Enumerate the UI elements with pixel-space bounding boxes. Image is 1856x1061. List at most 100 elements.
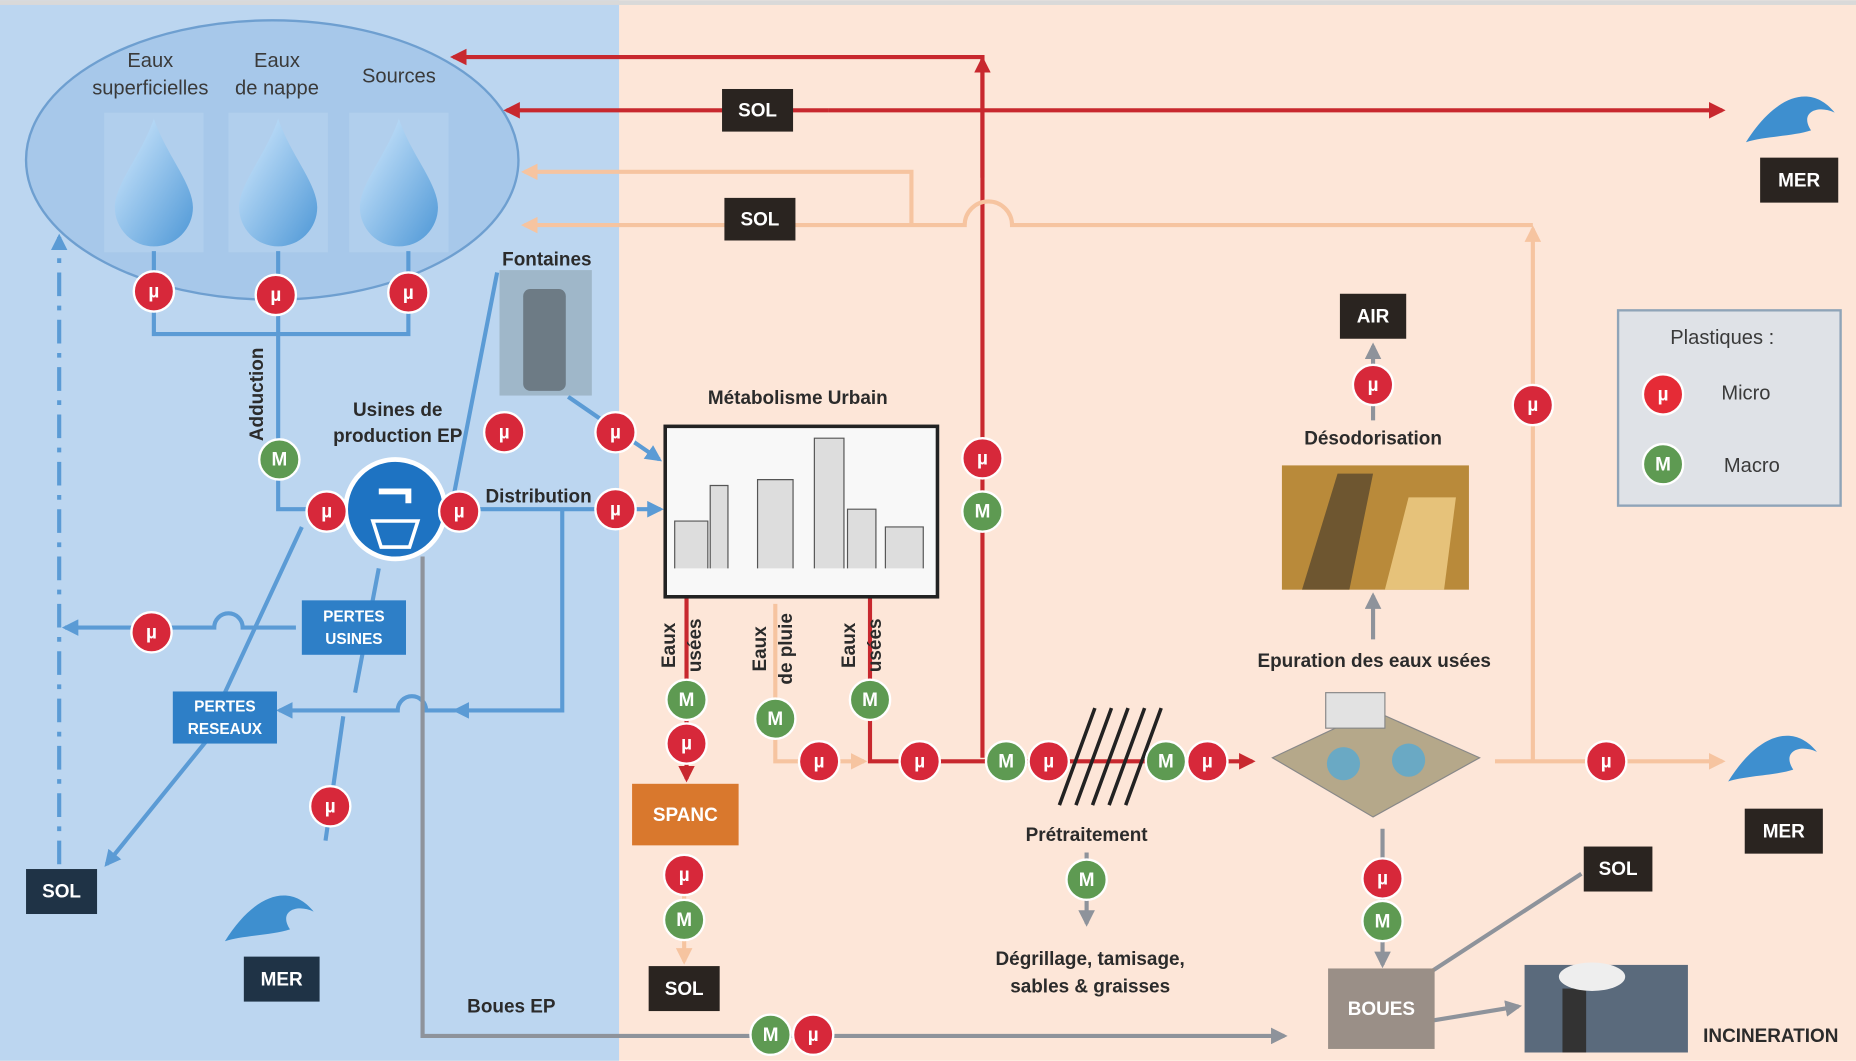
pretreatment-grid <box>1057 707 1163 806</box>
flow-blue <box>276 694 456 719</box>
micro-symbol: µ <box>681 734 692 755</box>
macro-badge <box>1065 858 1108 901</box>
micro-badge <box>1511 383 1555 427</box>
flow-b: Métabolisme Urbain <box>708 388 888 409</box>
micro-badge <box>387 271 430 314</box>
box <box>648 966 720 1012</box>
path <box>1302 473 1374 590</box>
micro-symbol: µ <box>977 448 988 469</box>
drops <box>104 112 449 253</box>
path <box>378 488 412 504</box>
illustrations <box>224 96 1835 1053</box>
flow-box: M <box>1655 454 1671 475</box>
micro-symbol: µ <box>679 865 690 886</box>
macro-badge <box>665 678 708 722</box>
micro-symbol: µ <box>808 1025 819 1046</box>
flow-peach <box>521 163 914 226</box>
macro-symbol: M <box>1158 752 1174 773</box>
micro-badge <box>797 740 841 783</box>
rect <box>1325 692 1386 729</box>
box-label: SOL <box>1599 859 1638 880</box>
micro-badge <box>482 410 526 454</box>
box-label: MER <box>1763 821 1805 842</box>
macro-badge <box>848 678 892 722</box>
flow-b: Eaux <box>659 622 680 668</box>
micro-badge <box>665 722 708 765</box>
path <box>1384 497 1456 590</box>
macro-symbol: M <box>1375 911 1391 932</box>
micro-symbol: µ <box>403 283 414 304</box>
macro-symbol: M <box>998 752 1014 773</box>
box-label: USINES <box>325 631 382 648</box>
micro-badge <box>1361 857 1404 900</box>
flow-box: µ <box>1658 385 1669 406</box>
flow-b: de pluie <box>776 613 797 684</box>
path <box>114 118 193 247</box>
box <box>724 197 796 241</box>
rect <box>663 424 940 599</box>
path <box>1728 735 1817 782</box>
flow-b: Epuration des eaux usées <box>1258 651 1491 672</box>
macro-symbol: M <box>763 1025 779 1046</box>
flow-b: Désodorisation <box>1304 428 1442 449</box>
rect <box>1562 988 1587 1053</box>
micro-badge <box>1027 740 1071 783</box>
micro-symbol: µ <box>148 282 159 303</box>
micro-badge <box>594 410 637 454</box>
box-label: SPANC <box>653 805 718 826</box>
flow-b: Prétraitement <box>1026 825 1149 846</box>
circle <box>1641 442 1685 486</box>
box-label: RESEAUX <box>188 721 263 738</box>
box <box>632 783 739 846</box>
box-label: MER <box>261 969 303 990</box>
flow-blue <box>61 611 296 636</box>
micro-symbol: µ <box>321 502 332 523</box>
circle <box>1392 743 1426 777</box>
macro-symbol: M <box>676 910 692 931</box>
box <box>1760 157 1839 203</box>
macro-badge <box>754 697 797 741</box>
macro-symbol: M <box>679 690 695 711</box>
micro-symbol: µ <box>610 499 621 520</box>
circle <box>1326 747 1361 781</box>
flow-b: Eaux <box>839 622 860 668</box>
micro-symbol: µ <box>610 422 621 443</box>
flow-b: Dégrillage, tamisage, <box>996 949 1185 970</box>
legend: Plastiques : µ Micro M Macro <box>1616 309 1842 507</box>
micro-badge <box>305 490 348 533</box>
box <box>172 691 277 744</box>
box-label: SOL <box>740 209 779 230</box>
micro-symbol: µ <box>325 796 336 817</box>
macro-badge <box>1144 740 1188 783</box>
box <box>722 88 794 132</box>
micro-symbol: µ <box>454 502 465 523</box>
macro-badge <box>662 898 706 942</box>
flow-peach <box>521 199 1533 234</box>
flow-lbl: Eaux <box>127 50 173 72</box>
micro-badge <box>791 1013 835 1057</box>
flow-lbl: de nappe <box>235 77 319 99</box>
macro-symbol: M <box>767 709 783 730</box>
path <box>359 118 438 247</box>
box <box>26 869 98 915</box>
macro-badge <box>749 1013 792 1057</box>
flow-b: usées <box>685 618 706 672</box>
macro-badge <box>961 490 1004 533</box>
macro-badge <box>1361 899 1404 943</box>
flow-b: Fontaines <box>502 250 591 271</box>
flow-b: Usines de <box>353 400 442 421</box>
path <box>224 895 314 942</box>
path <box>1057 707 1163 806</box>
micro-symbol: µ <box>1377 869 1388 890</box>
micro-symbol: µ <box>1043 752 1054 773</box>
flow-blue <box>452 509 565 719</box>
box <box>1583 846 1653 892</box>
micro-badge <box>1584 740 1628 783</box>
box-label: SOL <box>42 882 81 903</box>
flow-b: Eaux <box>750 626 771 672</box>
box-label: SOL <box>665 979 704 1000</box>
micro-badge <box>898 740 942 783</box>
